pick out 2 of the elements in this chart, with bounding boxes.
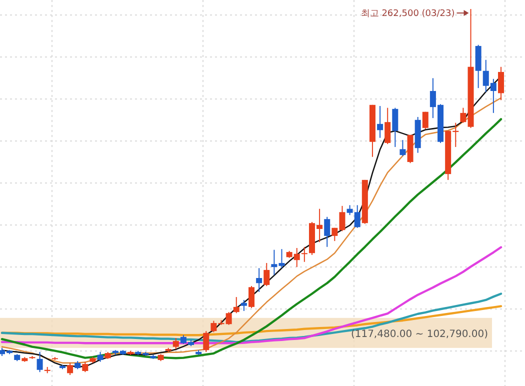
annotation: 최고 262,500 (03/23) (360, 9, 455, 19)
band-label: (117,480.00 ~ 102,790.00) (350, 328, 488, 340)
